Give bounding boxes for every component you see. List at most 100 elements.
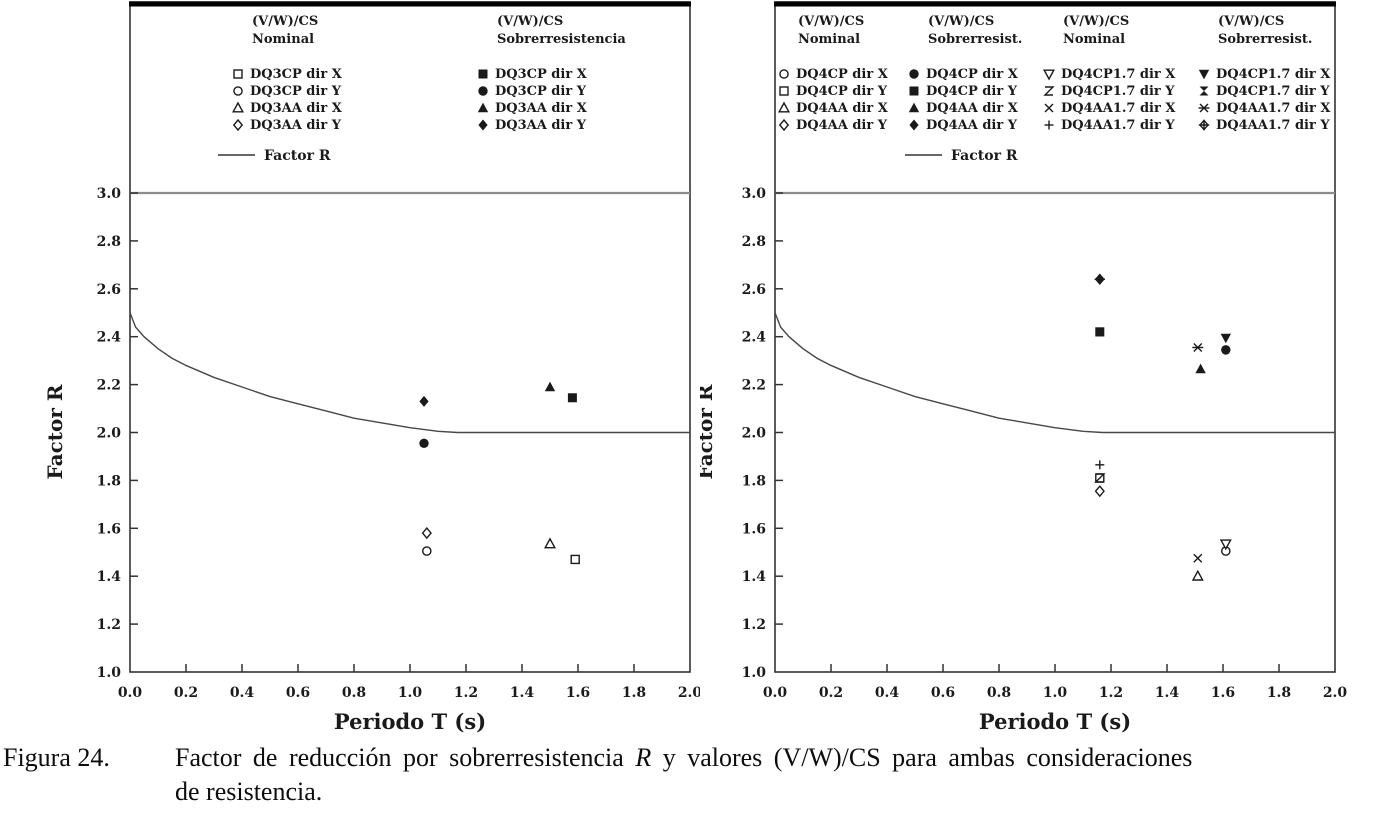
data-point-marker <box>567 393 577 403</box>
legend-label: DQ3AA dir Y <box>250 118 342 133</box>
legend-header: (V/W)/CS <box>252 14 318 29</box>
legend-marker <box>1043 86 1055 96</box>
legend-marker <box>1202 123 1206 127</box>
legend-header: (V/W)/CS <box>497 14 563 29</box>
x-tick-label: 0.8 <box>987 685 1011 701</box>
caption-r-symbol: R <box>635 743 652 772</box>
x-tick-label: 0.0 <box>763 685 788 701</box>
data-point-marker <box>1195 363 1206 374</box>
legend-label: DQ3AA dir Y <box>495 118 587 133</box>
y-tick-label: 1.6 <box>97 521 121 537</box>
legend-marker <box>1199 119 1209 131</box>
legend-marker <box>909 119 919 131</box>
legend-label: DQ4CP dir Y <box>926 84 1018 99</box>
y-tick-label: 2.2 <box>742 378 766 394</box>
legend-label: DQ3CP dir Y <box>250 84 342 99</box>
x-tick-label: 0.4 <box>875 685 900 701</box>
x-tick-label: 1.6 <box>1211 685 1235 701</box>
caption-label: Figura 24. <box>3 743 110 772</box>
legend-label: DQ4AA1.7 dir Y <box>1061 118 1175 133</box>
legend-marker <box>1199 86 1209 96</box>
data-point-marker <box>1094 473 1106 483</box>
legend-marker <box>778 118 790 132</box>
y-tick-label: 2.6 <box>97 282 121 298</box>
y-tick-label: 2.0 <box>97 426 122 442</box>
legend-marker <box>1044 103 1054 113</box>
y-tick-label: 1.4 <box>97 569 122 585</box>
legend-label: DQ4AA1.7 dir X <box>1216 101 1331 116</box>
factor-r-curve <box>774 312 1335 434</box>
x-tick-label: 0.4 <box>230 685 255 701</box>
chart-left-factor-r: 0.0 0.2 0.4 0.6 0.8 1.0 1.2 1.4 1.6 1.8 2.0 1.0 1.2 1… <box>43 1 700 734</box>
legend-marker <box>1043 69 1055 81</box>
y-tick-label: 1.6 <box>742 521 766 537</box>
legend-header: (V/W)/CS <box>1218 14 1284 29</box>
y-tick-label: 3.0 <box>97 186 122 202</box>
legend-label: DQ4CP1.7 dir X <box>1061 67 1176 82</box>
data-point-marker <box>1095 273 1105 285</box>
legend-header: Sobrerresist. <box>928 32 1022 47</box>
legend-header: Sobrerresistencia <box>497 32 626 47</box>
y-tick-label: 2.4 <box>97 330 122 346</box>
data-point-marker <box>544 381 556 392</box>
y-tick-label: 2.6 <box>742 282 766 298</box>
legend-label: DQ3CP dir X <box>495 67 588 82</box>
x-tick-label: 1.4 <box>1155 685 1180 701</box>
legend-label: DQ4CP1.7 dir Y <box>1061 84 1175 99</box>
data-point-marker <box>1095 327 1105 337</box>
legend-header: Sobrerresist. <box>1218 32 1312 47</box>
factor-r-curve <box>129 312 690 434</box>
y-axis-title: Factor R <box>43 384 67 479</box>
x-tick-label: 1.6 <box>566 685 590 701</box>
x-tick-label: 1.0 <box>398 685 423 701</box>
y-tick-label: 2.2 <box>97 378 121 394</box>
y-tick-label: 2.8 <box>742 234 766 250</box>
legend-header: Nominal <box>1063 32 1125 47</box>
x-tick-label: 0.6 <box>286 685 310 701</box>
x-tick-label: 1.2 <box>1099 685 1123 701</box>
y-tick-label: 3.0 <box>742 186 767 202</box>
legend-marker <box>478 119 488 131</box>
legend-marker <box>779 69 789 79</box>
factor-r-legend-label: Factor R <box>951 148 1018 164</box>
legend-marker <box>478 86 488 96</box>
legend-label: DQ4AA1.7 dir Y <box>1216 118 1330 133</box>
legend-marker <box>909 69 919 79</box>
legend-label: DQ4AA dir Y <box>926 118 1018 133</box>
y-tick-label: 1.2 <box>742 617 766 633</box>
legend-marker <box>233 86 243 96</box>
x-tick-label: 0.2 <box>174 685 198 701</box>
y-tick-label: 2.0 <box>742 426 767 442</box>
legend-label: DQ4AA dir Y <box>796 118 888 133</box>
data-point-marker <box>1219 539 1232 551</box>
legend-marker <box>1198 69 1210 80</box>
legend-label: DQ3AA dir X <box>495 101 588 116</box>
legend-label: DQ4AA dir X <box>926 101 1019 116</box>
data-point-marker <box>570 554 580 565</box>
legend-header: (V/W)/CS <box>798 14 864 29</box>
x-tick-label: 1.2 <box>454 685 478 701</box>
caption-line-2: de resistencia. <box>175 777 323 806</box>
x-tick-label: 1.8 <box>1267 685 1291 701</box>
data-point-marker <box>419 395 429 407</box>
data-point-marker <box>421 546 432 556</box>
legend-header: (V/W)/CS <box>928 14 994 29</box>
legend-marker <box>478 69 488 79</box>
legend-label: DQ4AA1.7 dir X <box>1061 101 1176 116</box>
x-axis-title: Periodo T (s) <box>979 709 1131 734</box>
x-tick-label: 0.0 <box>118 685 143 701</box>
x-tick-label: 2.0 <box>678 685 700 701</box>
data-point-marker <box>1220 333 1231 344</box>
y-tick-label: 2.8 <box>97 234 121 250</box>
x-tick-label: 2.0 <box>1323 685 1348 701</box>
x-axis-title: Periodo T (s) <box>334 709 486 734</box>
y-tick-label: 2.4 <box>742 330 767 346</box>
y-tick-label: 1.0 <box>97 665 122 681</box>
legend-marker <box>908 102 920 113</box>
figure-caption: Figura 24. Factor de reducción por sobrer… <box>3 741 1397 809</box>
legend-label: DQ3AA dir X <box>250 101 343 116</box>
legend-label: DQ3CP dir X <box>250 67 343 82</box>
data-point-marker <box>1191 569 1204 581</box>
legend-marker <box>909 86 919 96</box>
data-point-marker <box>1221 345 1231 355</box>
